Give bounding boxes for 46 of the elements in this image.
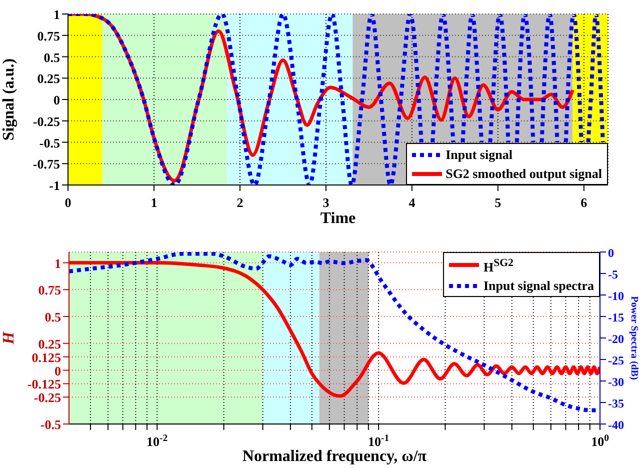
x-tick-label: 5 [494, 195, 502, 210]
y-tick-label: 1 [54, 7, 60, 22]
y2-tick-label: -20 [608, 332, 624, 346]
y-tick-label: -0.25 [32, 114, 60, 129]
y-axis-title: Signal (a.u.) [0, 58, 18, 141]
y2-tick-label: -25 [608, 354, 624, 368]
y2-tick-label: -15 [608, 310, 624, 324]
y-tick-label: -0.75 [32, 156, 60, 172]
x-axis-title: Time [320, 210, 356, 227]
y-tick-label: 0 [54, 92, 60, 108]
x-tick-label: 2 [236, 195, 244, 210]
x-tick-label: 1 [150, 195, 158, 210]
y-tick-label: 0.5 [44, 310, 62, 324]
y-tick-label: 0.75 [38, 282, 62, 298]
y-tick-label: 0.75 [37, 28, 60, 44]
y2-tick-label: -40 [608, 418, 624, 432]
y-tick-label: 1 [54, 256, 61, 271]
x-axis-title: Normalized frequency, ω/π [242, 448, 427, 465]
y-tick-label: -1 [49, 178, 60, 193]
x-tick-label: 3 [322, 195, 330, 210]
y2-tick-label: -5 [608, 268, 618, 282]
y2-tick-label: -35 [608, 396, 624, 410]
y-tick-label: 0.25 [37, 71, 60, 86]
y2-axis-title: Power Spectra (dB) [628, 296, 640, 380]
y-tick-label: -0.5 [39, 135, 60, 150]
y2-tick-label: -10 [608, 289, 624, 303]
y2-tick-label: -30 [608, 375, 624, 389]
legend-label: Input signal [446, 146, 512, 164]
x-tick-label: 10$^{-1}$ [368, 432, 390, 449]
x-tick-label: 0 [64, 195, 72, 210]
legend-label: SG2 smoothed output signal [446, 165, 602, 183]
y-axis-title: H [0, 331, 18, 346]
y2-tick-label: 0 [608, 246, 614, 260]
y-tick-label: 0.25 [38, 336, 62, 352]
legend-label: H$^{SG2}$ [483, 256, 514, 276]
y-tick-label: -0.5 [40, 417, 62, 432]
y-tick-label: -0.125 [27, 376, 62, 392]
x-tick-label: 10$^{-2}$ [146, 432, 168, 449]
y-tick-label: 0.125 [32, 350, 62, 365]
legend-label: Input signal spectra [483, 277, 594, 296]
y-tick-label: -0.25 [34, 390, 62, 406]
x-tick-label: 4 [408, 195, 416, 210]
y-tick-label: 0.5 [44, 50, 60, 65]
y-tick-label: 0 [54, 363, 61, 378]
x-tick-label: 6 [580, 195, 588, 210]
x-tick-label: 10$^{0}$ [591, 432, 610, 449]
